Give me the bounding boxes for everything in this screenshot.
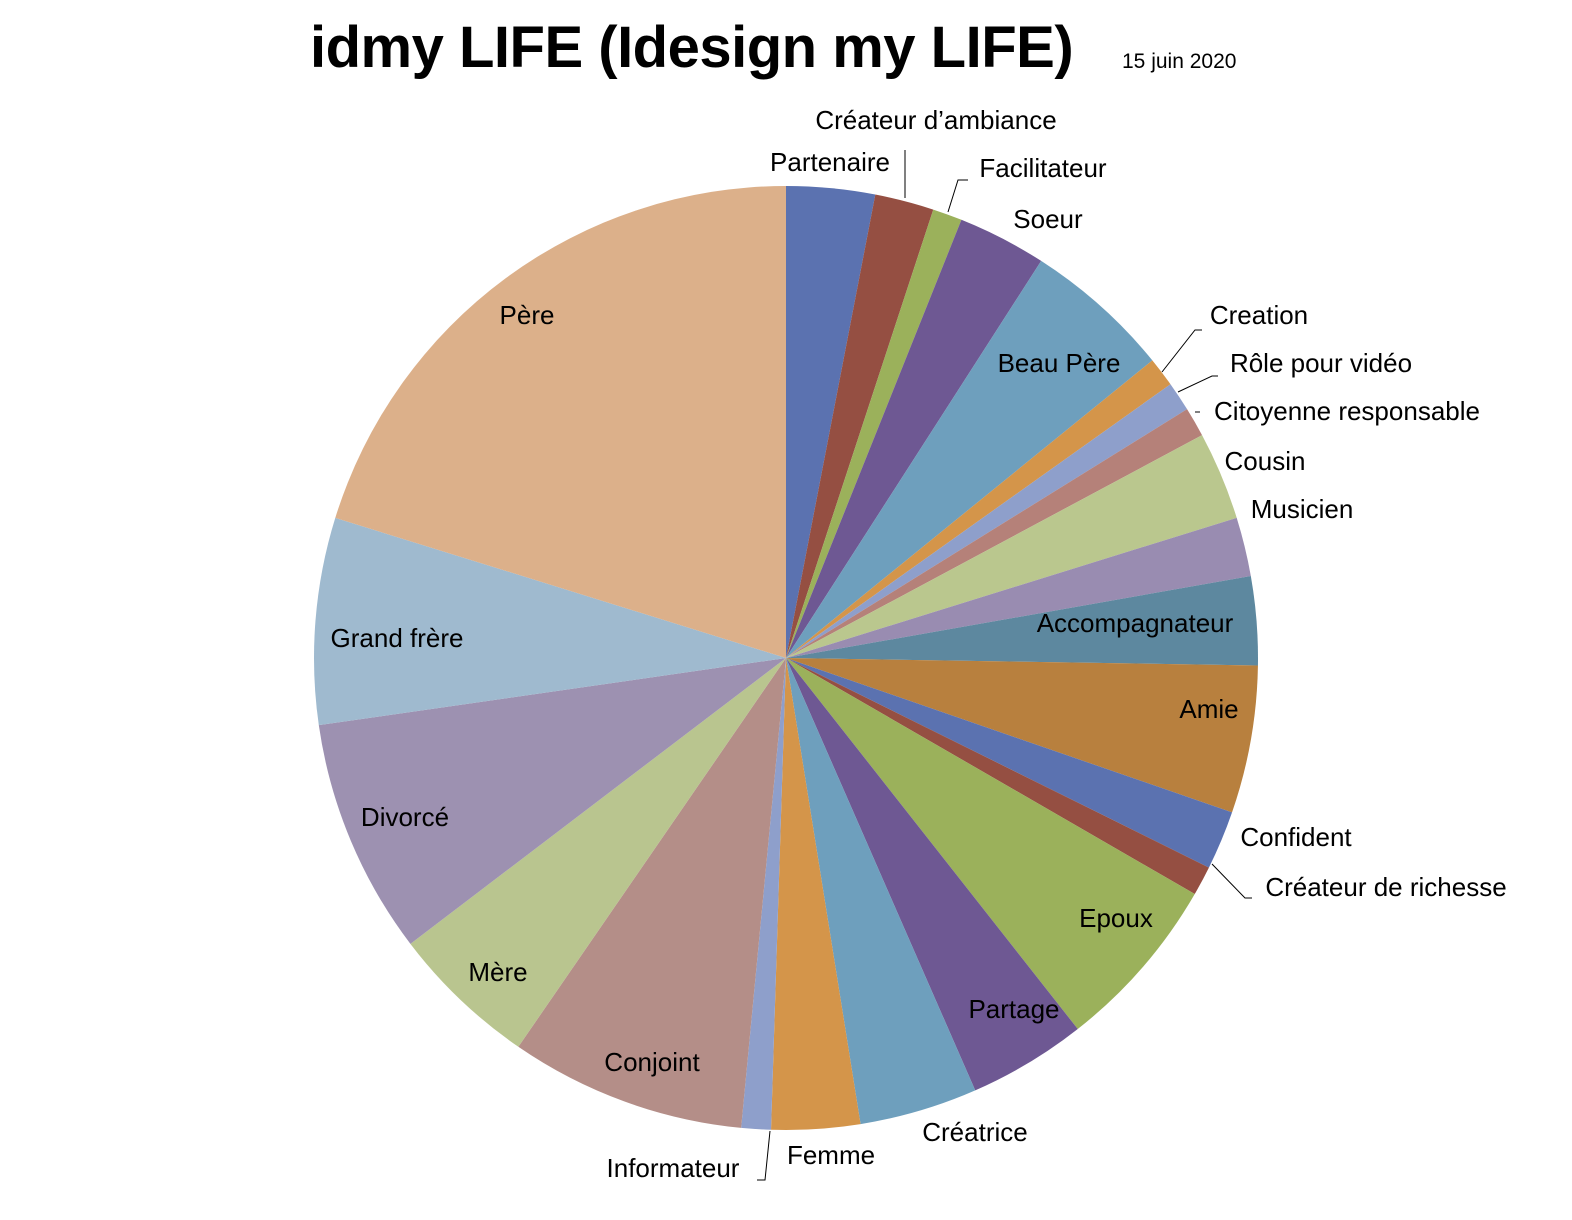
pie-slice	[786, 658, 1233, 868]
pie-slice	[786, 435, 1237, 658]
slice-label: Divorcé	[361, 802, 449, 832]
slice-label: Créateur d’ambiance	[815, 105, 1056, 135]
pie-slice	[786, 360, 1171, 658]
slice-label: Informateur	[607, 1153, 740, 1183]
slice-label: Mère	[468, 957, 527, 987]
slice-label: Père	[500, 300, 555, 330]
slice-label: Confident	[1240, 822, 1352, 852]
pie-slice	[786, 658, 976, 1125]
slice-label: Conjoint	[604, 1047, 700, 1077]
pie-slice	[786, 194, 934, 658]
slice-label: Rôle pour vidéo	[1230, 348, 1412, 378]
pie-slice	[786, 384, 1188, 658]
pie-slice	[786, 219, 1042, 658]
leader-line	[1211, 863, 1252, 899]
pie-slice	[786, 260, 1153, 658]
pie-slice	[741, 658, 786, 1130]
slice-label: Créateur de richesse	[1265, 872, 1506, 902]
pie-slice	[771, 658, 861, 1130]
pie-slice	[786, 576, 1258, 666]
slice-label: Amie	[1179, 694, 1238, 724]
pie-slice	[786, 658, 1258, 813]
pie-slice	[335, 186, 786, 658]
pie-slice	[786, 658, 1209, 894]
slice-label: Musicien	[1251, 494, 1354, 524]
leader-line	[947, 179, 968, 213]
slice-label: Femme	[787, 1140, 875, 1170]
slice-label: Creation	[1210, 300, 1308, 330]
slice-label: Epoux	[1079, 903, 1153, 933]
slice-label: Partenaire	[770, 147, 890, 177]
pie-slice	[786, 658, 1078, 1091]
slice-label: Partage	[968, 994, 1059, 1024]
slice-label: Citoyenne responsable	[1214, 396, 1480, 426]
slice-label: Beau Père	[998, 348, 1121, 378]
slice-label: Créatrice	[922, 1117, 1027, 1147]
slice-label: Grand frère	[331, 623, 464, 653]
chart-subtitle-date: 15 juin 2020	[1122, 50, 1237, 73]
pie-slice	[518, 658, 786, 1128]
slice-label: Accompagnateur	[1037, 608, 1234, 638]
leader-line	[1161, 329, 1202, 373]
pie-slice	[786, 517, 1251, 658]
slice-label: Facilitateur	[979, 153, 1106, 183]
pie-slice	[318, 658, 786, 944]
pie-slice	[786, 409, 1203, 658]
leader-line	[757, 1130, 771, 1181]
pie-slice	[786, 209, 962, 658]
pie-slice	[314, 517, 786, 726]
slice-label: Soeur	[1013, 204, 1083, 234]
leader-line	[1177, 375, 1218, 393]
pie-slice	[786, 186, 876, 658]
slice-label: Cousin	[1225, 446, 1306, 476]
pie-slice	[786, 658, 1195, 1030]
chart-title: idmy LIFE (Idesign my LIFE)	[310, 15, 1074, 80]
pie-slice	[410, 658, 786, 1047]
